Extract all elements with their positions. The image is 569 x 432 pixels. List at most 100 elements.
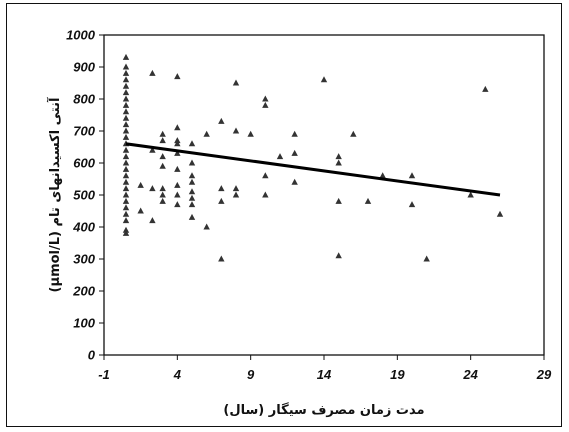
data-point bbox=[335, 197, 342, 204]
data-point bbox=[276, 153, 284, 160]
data-point bbox=[122, 197, 130, 204]
y-tick-label: 600 bbox=[73, 156, 95, 171]
y-tick-label: 0 bbox=[88, 348, 96, 363]
data-point bbox=[496, 210, 504, 217]
data-point bbox=[188, 194, 196, 201]
data-point bbox=[122, 217, 130, 224]
data-point bbox=[188, 159, 196, 166]
data-point bbox=[218, 255, 225, 262]
data-point bbox=[379, 172, 386, 179]
data-point bbox=[174, 73, 181, 80]
data-point bbox=[149, 185, 156, 192]
data-point bbox=[218, 185, 225, 192]
data-point bbox=[174, 165, 181, 172]
x-tick-label: -1 bbox=[98, 367, 110, 382]
scatter-chart: 0 100 200 300 400 500 600 700 800 900 1000 -1 4 9 14 1… bbox=[46, 28, 552, 419]
data-point bbox=[174, 191, 181, 198]
plot-area bbox=[103, 34, 545, 356]
x-tick-label: 9 bbox=[247, 367, 255, 382]
data-point bbox=[335, 159, 342, 166]
data-point bbox=[188, 188, 196, 195]
x-tick-label: 4 bbox=[173, 367, 182, 382]
y-tick-label: 500 bbox=[73, 188, 95, 203]
data-point bbox=[350, 130, 357, 137]
data-point bbox=[232, 191, 240, 198]
data-point bbox=[174, 140, 181, 147]
data-point bbox=[122, 229, 130, 236]
data-point bbox=[122, 185, 130, 192]
y-tick-label: 1000 bbox=[66, 28, 96, 43]
data-points bbox=[122, 53, 504, 262]
data-point bbox=[423, 255, 430, 262]
x-tick-label: 29 bbox=[536, 367, 552, 382]
data-point bbox=[122, 82, 130, 89]
data-point bbox=[188, 201, 196, 208]
trendline-group bbox=[125, 142, 501, 197]
data-point bbox=[203, 223, 210, 230]
y-tick-label: 400 bbox=[72, 220, 95, 235]
data-point bbox=[137, 207, 144, 214]
x-tick-label: 14 bbox=[317, 367, 332, 382]
data-point bbox=[149, 146, 156, 153]
data-point bbox=[408, 172, 416, 179]
data-point bbox=[149, 69, 156, 76]
data-point bbox=[122, 210, 130, 217]
data-point bbox=[122, 95, 130, 102]
data-point bbox=[291, 149, 298, 156]
data-point bbox=[122, 108, 130, 115]
data-point bbox=[122, 69, 130, 76]
data-point bbox=[291, 178, 298, 185]
data-point bbox=[232, 79, 240, 86]
trendline bbox=[125, 142, 501, 197]
y-tick-label: 100 bbox=[73, 316, 95, 331]
data-point bbox=[335, 252, 342, 259]
data-point bbox=[122, 165, 130, 172]
data-point bbox=[262, 95, 269, 102]
data-point bbox=[218, 117, 225, 124]
y-axis-ticks: 0 100 200 300 400 500 600 700 800 900 1000 bbox=[66, 28, 104, 363]
data-point bbox=[203, 130, 210, 137]
data-point bbox=[122, 172, 130, 179]
data-point bbox=[159, 153, 166, 160]
y-axis-label: آنتی اکسیدانهای تام (µmol/L) bbox=[46, 97, 63, 292]
y-tick-label: 200 bbox=[72, 284, 95, 299]
x-axis-label: مدت زمان مصرف سیگار (سال) bbox=[223, 402, 424, 418]
data-point bbox=[174, 181, 181, 188]
data-point bbox=[122, 101, 130, 108]
data-point bbox=[482, 85, 489, 92]
y-tick-label: 300 bbox=[73, 252, 95, 267]
data-point bbox=[122, 153, 130, 160]
data-point bbox=[122, 63, 130, 70]
x-axis-ticks: -1 4 9 14 19 24 29 bbox=[98, 355, 552, 382]
x-tick-label: 24 bbox=[462, 367, 478, 382]
data-point bbox=[122, 89, 130, 96]
y-tick-label: 900 bbox=[73, 60, 95, 75]
x-tick-label: 19 bbox=[390, 367, 405, 382]
data-point bbox=[188, 172, 196, 179]
y-tick-label: 800 bbox=[73, 92, 95, 107]
data-point bbox=[291, 130, 298, 137]
data-point bbox=[364, 197, 372, 204]
data-point bbox=[122, 114, 130, 121]
data-point bbox=[408, 201, 416, 208]
data-point bbox=[247, 130, 254, 137]
data-point bbox=[320, 76, 328, 83]
data-point bbox=[262, 172, 269, 179]
data-point bbox=[122, 53, 130, 60]
data-point bbox=[122, 146, 130, 153]
data-point bbox=[122, 204, 130, 211]
data-point bbox=[137, 181, 144, 188]
data-point bbox=[159, 162, 166, 169]
data-point bbox=[122, 133, 130, 140]
data-point bbox=[218, 197, 225, 204]
data-point bbox=[122, 76, 130, 83]
data-point bbox=[122, 127, 130, 134]
data-point bbox=[149, 217, 156, 224]
data-point bbox=[122, 178, 130, 185]
data-point bbox=[122, 191, 130, 198]
data-point bbox=[174, 201, 181, 208]
data-point bbox=[188, 213, 196, 220]
data-point bbox=[188, 178, 196, 185]
data-point bbox=[174, 149, 181, 156]
data-point bbox=[159, 185, 166, 192]
